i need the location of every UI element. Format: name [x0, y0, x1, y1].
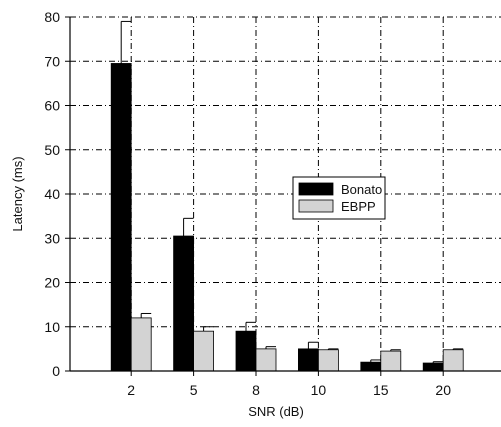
bar: [235, 330, 257, 372]
legend-label: Bonato: [341, 182, 382, 197]
x-tick-label: 20: [435, 382, 451, 398]
y-tick-label: 0: [52, 363, 60, 379]
y-tick-label: 70: [44, 53, 60, 69]
y-tick-label: 80: [44, 9, 60, 25]
x-tick-label: 8: [252, 382, 260, 398]
y-tick-label: 50: [44, 142, 60, 158]
bar: [255, 348, 277, 372]
bar: [317, 349, 339, 372]
y-tick-label: 40: [44, 186, 60, 202]
x-tick-label: 2: [127, 382, 135, 398]
y-tick-label: 60: [44, 98, 60, 114]
bar: [297, 348, 319, 372]
x-axis-title: SNR (dB): [248, 404, 304, 419]
legend-swatch: [298, 182, 334, 196]
bar: [130, 317, 152, 372]
legend-swatch: [298, 199, 334, 213]
ticks-layer: 0 10 20 30 40 50 60 70 80 2 5 8 10 15 20: [44, 9, 451, 398]
bar: [422, 362, 444, 372]
legend: Bonato EBPP: [292, 176, 386, 220]
bar: [360, 361, 382, 372]
x-tick-label: 15: [373, 382, 389, 398]
bar: [173, 235, 195, 372]
legend-label: EBPP: [341, 199, 376, 214]
y-axis-title: Latency (ms): [10, 156, 25, 231]
x-tick-label: 10: [311, 382, 327, 398]
bar: [193, 330, 215, 372]
y-tick-label: 30: [44, 230, 60, 246]
bar: [380, 350, 402, 372]
y-tick-label: 10: [44, 319, 60, 335]
bars-layer: [110, 20, 464, 372]
bar: [442, 349, 464, 372]
bar: [110, 63, 132, 372]
x-tick-label: 5: [190, 382, 198, 398]
y-tick-label: 20: [44, 275, 60, 291]
